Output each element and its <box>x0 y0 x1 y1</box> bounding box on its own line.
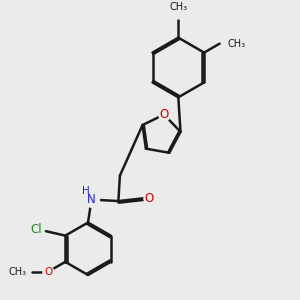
Text: O: O <box>159 108 169 121</box>
Text: H: H <box>82 186 90 196</box>
Text: CH₃: CH₃ <box>8 267 26 277</box>
Text: O: O <box>144 192 153 205</box>
Text: CH₃: CH₃ <box>169 2 188 12</box>
Text: N: N <box>87 193 96 206</box>
Text: O: O <box>44 267 52 277</box>
Text: CH₃: CH₃ <box>228 39 246 49</box>
Text: Cl: Cl <box>31 223 42 236</box>
